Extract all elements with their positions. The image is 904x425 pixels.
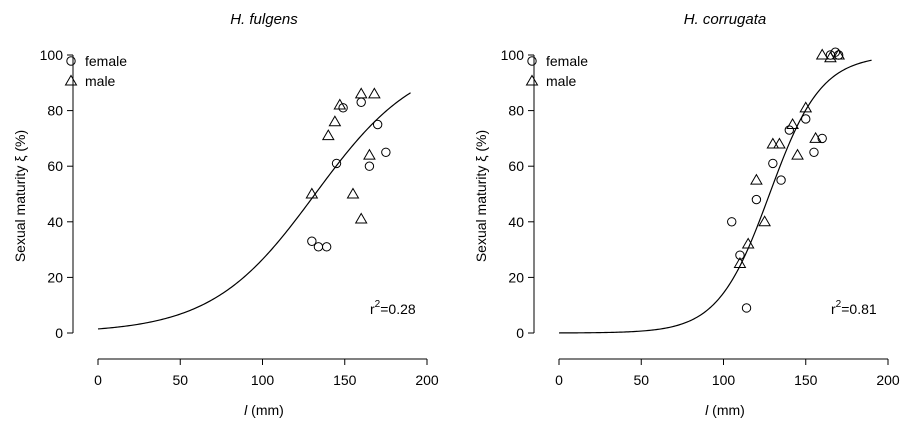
legend: female male: [527, 53, 589, 89]
data-point-female: [365, 162, 373, 170]
legend-label-female: female: [546, 53, 588, 69]
chart-title: H. fulgens: [230, 11, 298, 28]
legend-label-male: male: [546, 73, 577, 89]
data-point-female: [314, 243, 322, 251]
x-tick-label: 200: [415, 372, 439, 388]
y-tick-label: 0: [516, 325, 524, 341]
data-point-male: [334, 100, 345, 110]
x-tick-label: 200: [876, 372, 900, 388]
legend-circle-marker: [528, 57, 536, 65]
data-point-male: [323, 130, 334, 140]
data-point-female: [742, 304, 750, 312]
fitted-curve: [559, 60, 872, 333]
y-tick-label: 40: [508, 214, 524, 230]
legend-circle-marker: [67, 57, 75, 65]
y-tick-label: 20: [508, 269, 524, 285]
y-tick-label: 80: [508, 103, 524, 119]
r-squared-value: =0.28: [380, 301, 416, 317]
data-point-female: [810, 148, 818, 156]
x-tick-label: 0: [555, 372, 563, 388]
panel-h-fulgens: H. fulgens Sexual maturity ξ (%) l (mm) …: [12, 11, 439, 418]
data-point-male: [356, 88, 367, 98]
fitted-curve: [98, 93, 411, 329]
legend-label-female: female: [85, 53, 127, 69]
y-axis-label: Sexual maturity ξ (%): [473, 130, 489, 262]
data-point-female: [728, 218, 736, 226]
data-point-female: [752, 195, 760, 203]
data-point-male: [347, 189, 358, 199]
x-tick-label: 100: [251, 372, 275, 388]
y-tick-label: 80: [47, 103, 63, 119]
y-tick-label: 40: [47, 214, 63, 230]
x-tick-label: 150: [333, 372, 357, 388]
y-tick-label: 60: [47, 158, 63, 174]
x-axis-unit: (mm): [247, 402, 284, 418]
data-point-male: [751, 175, 762, 185]
y-tick-label: 100: [40, 47, 64, 63]
x-tick-label: 50: [172, 372, 188, 388]
data-point-female: [382, 148, 390, 156]
data-point-female: [785, 126, 793, 134]
data-point-female: [357, 98, 365, 106]
x-axis-unit: (mm): [708, 402, 745, 418]
y-tick-label: 20: [47, 269, 63, 285]
x-tick-label: 0: [94, 372, 102, 388]
data-point-female: [769, 159, 777, 167]
y-tick-label: 0: [55, 325, 63, 341]
y-tick-label: 60: [508, 158, 524, 174]
panel-h-corrugata: H. corrugata Sexual maturity ξ (%) l (mm…: [473, 11, 900, 418]
data-point-male: [369, 88, 380, 98]
data-point-female: [777, 176, 785, 184]
x-axis-label: l (mm): [705, 402, 745, 418]
legend-triangle-marker: [527, 76, 538, 86]
x-tick-label: 100: [712, 372, 736, 388]
data-point-male: [356, 214, 367, 224]
r-squared-annotation: r2=0.81: [831, 299, 877, 317]
y-tick-label: 100: [501, 47, 525, 63]
r-squared-annotation: r2=0.28: [370, 299, 416, 317]
legend: female male: [66, 53, 128, 89]
data-point-male: [329, 116, 340, 126]
data-point-male: [792, 150, 803, 160]
x-tick-label: 50: [633, 372, 649, 388]
legend-label-male: male: [85, 73, 116, 89]
x-axis-label: l (mm): [244, 402, 284, 418]
r-squared-value: =0.81: [841, 301, 877, 317]
data-point-female: [373, 120, 381, 128]
y-axis-label: Sexual maturity ξ (%): [12, 130, 28, 262]
data-point-male: [364, 150, 375, 160]
data-point-female: [802, 115, 810, 123]
legend-triangle-marker: [66, 76, 77, 86]
data-point-female: [322, 243, 330, 251]
chart-title: H. corrugata: [684, 11, 767, 28]
x-tick-label: 150: [794, 372, 818, 388]
